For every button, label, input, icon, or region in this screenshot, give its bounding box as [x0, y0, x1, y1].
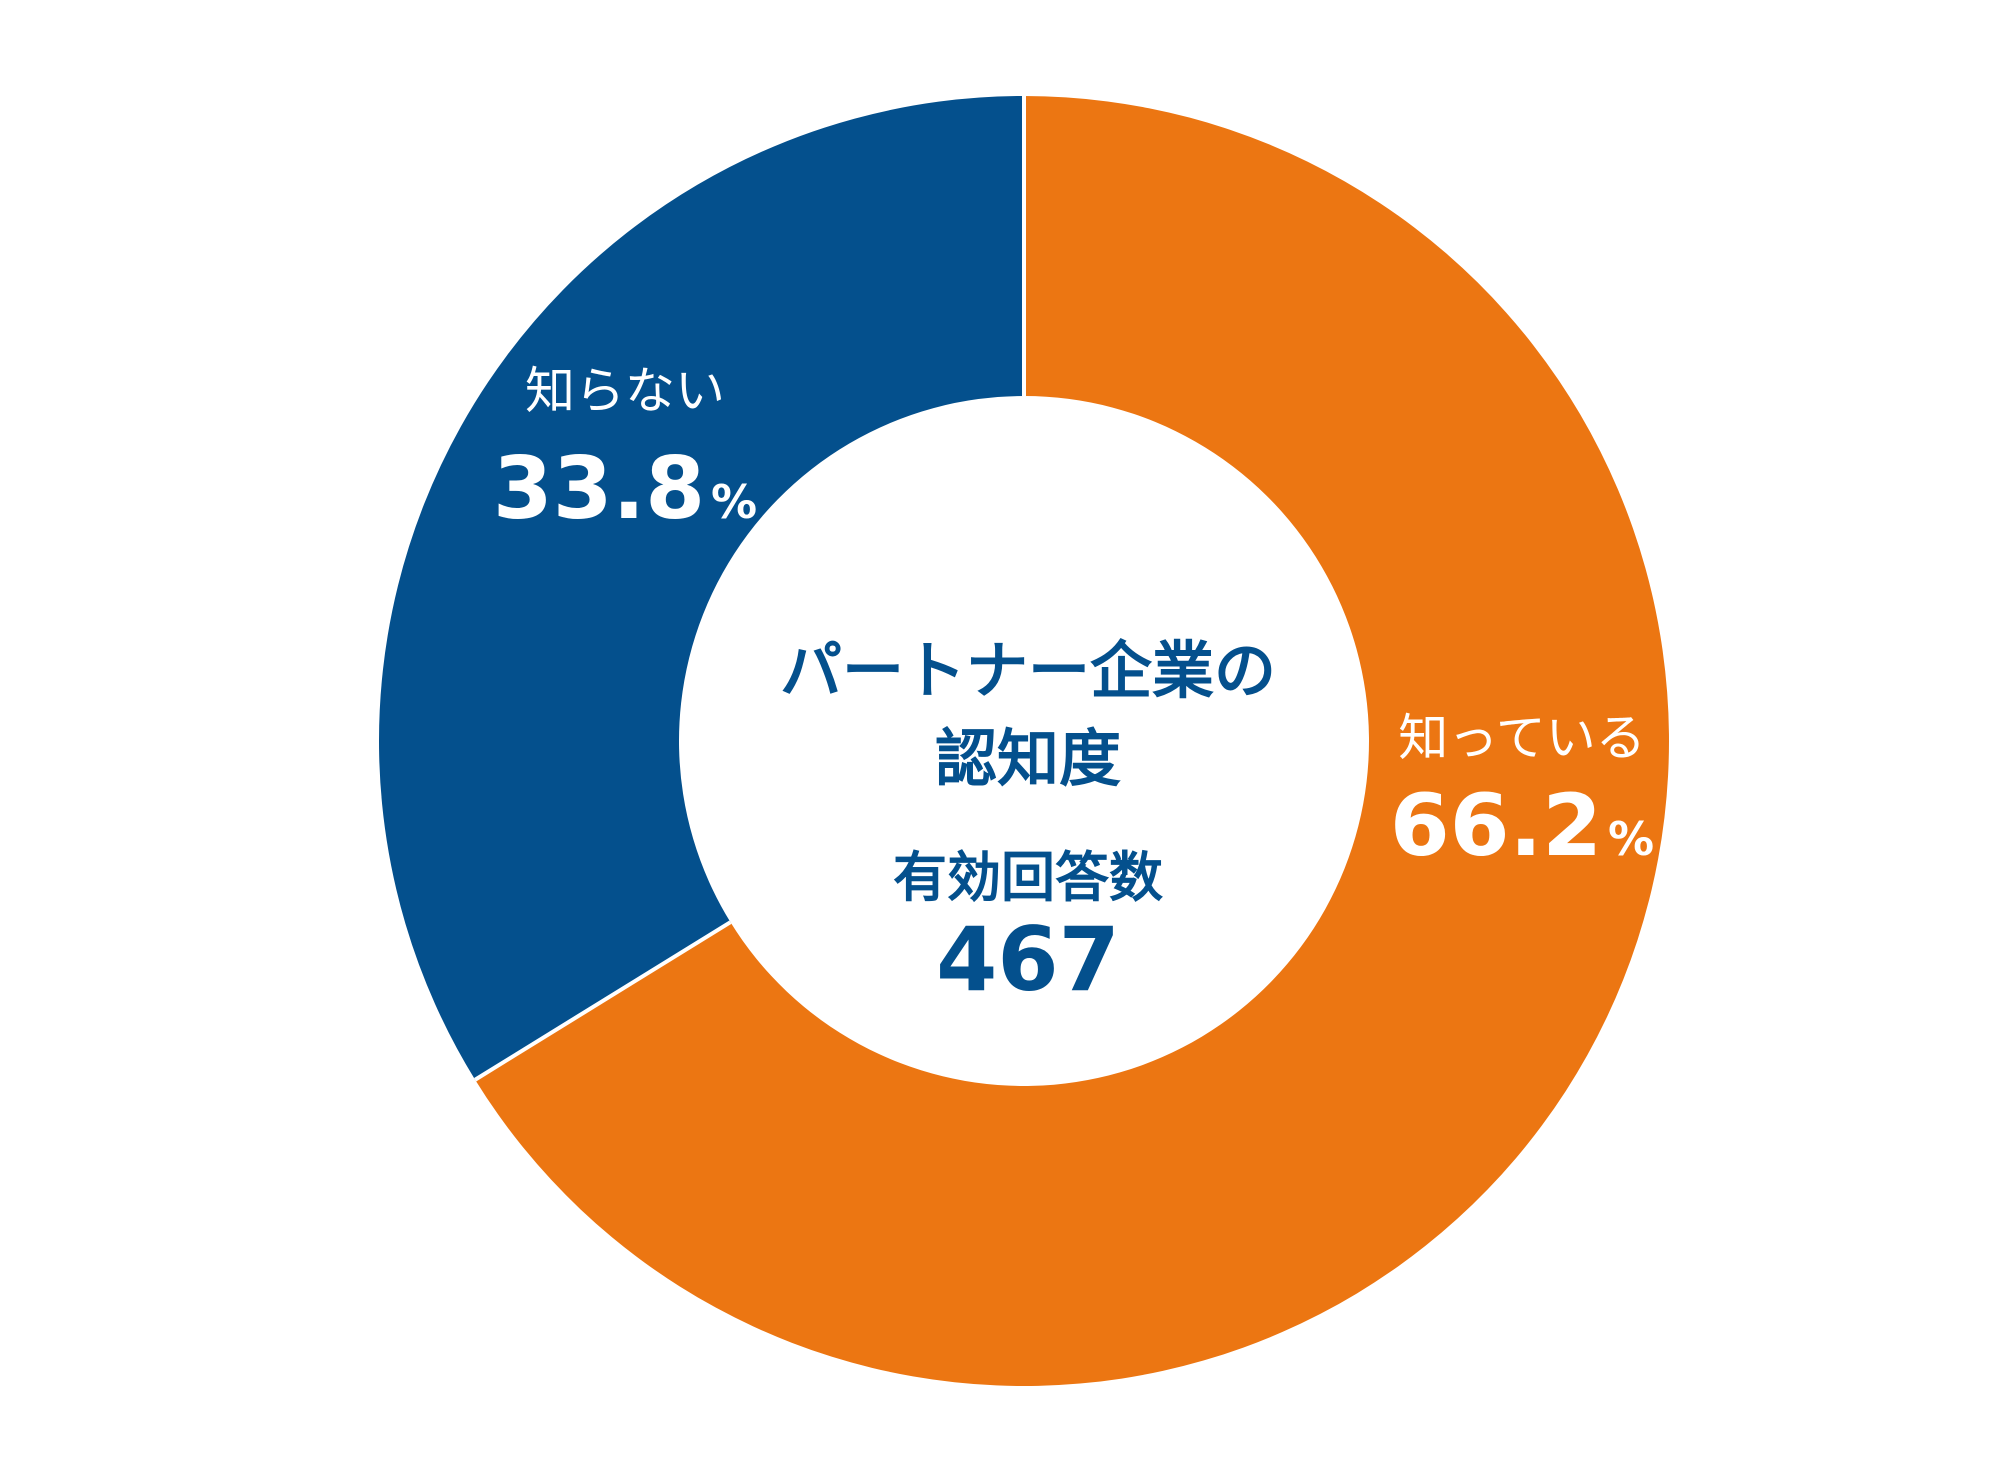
slice-separator-1 — [474, 920, 732, 1082]
slice-label-known-unit: % — [1608, 812, 1654, 866]
separators-layer — [474, 96, 1026, 1082]
slice-label-known-value: 66.2 — [1390, 776, 1602, 876]
slice-label-unknown-name: 知らない — [525, 362, 725, 420]
center-subtitle: 有効回答数 — [893, 846, 1163, 909]
slices-layer — [378, 96, 1670, 1386]
slice-label-unknown-value-line: 33.8% — [493, 439, 757, 539]
center-title-line-2: 認知度 — [935, 722, 1121, 795]
slice-label-known-name: 知っている — [1398, 709, 1646, 767]
slice-label-unknown-unit: % — [711, 475, 757, 529]
center-title-line-1: パートナー企業の — [780, 634, 1276, 707]
slice-label-known-value-line: 66.2% — [1390, 776, 1654, 876]
donut-slice-0 — [475, 96, 1670, 1386]
center-total-count: 467 — [936, 908, 1120, 1011]
slice-label-known: 知っている 66.2% — [1390, 709, 1654, 876]
slice-label-unknown: 知らない 33.8% — [493, 362, 757, 539]
donut-slice-1 — [378, 96, 1025, 1080]
slice-label-unknown-value: 33.8 — [493, 439, 705, 539]
center-text: パートナー企業の 認知度 有効回答数 467 — [780, 634, 1276, 1011]
